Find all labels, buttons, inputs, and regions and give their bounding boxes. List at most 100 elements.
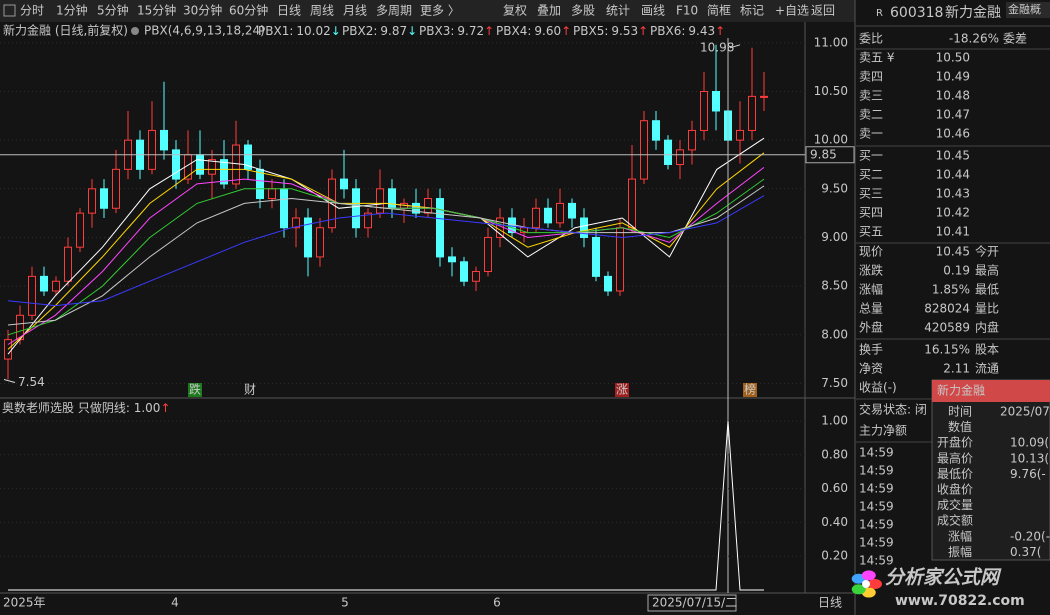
- concept-tag: 金融概: [1008, 2, 1041, 16]
- toolbar-item[interactable]: 30分钟: [183, 3, 222, 18]
- stat-label: 净资: [859, 362, 883, 376]
- legend-value: 9.60: [534, 24, 561, 38]
- pbx-line: [7, 185, 765, 326]
- popup-value: 2025/07: [1000, 405, 1050, 419]
- toolbar-item[interactable]: 60分钟: [229, 3, 268, 18]
- candle-body: [88, 188, 96, 214]
- candle-body: [220, 159, 228, 185]
- stock-name: 新力金融: [945, 5, 1001, 21]
- toolbar-item[interactable]: 简框: [707, 4, 731, 18]
- watermark-url: www.70822.com: [895, 593, 1025, 609]
- book-price: 10.50: [936, 51, 970, 65]
- event-marker-bg: [615, 383, 629, 397]
- extreme-arrow: [729, 44, 741, 49]
- candle-body: [100, 188, 108, 209]
- y-tick-label: 10.50: [814, 84, 848, 98]
- toolbar-item[interactable]: 画线: [641, 4, 665, 18]
- toolbar: [0, 0, 855, 22]
- book-label: 卖一: [859, 127, 883, 141]
- toolbar-item[interactable]: 日线: [277, 4, 301, 18]
- popup-label: 数值: [948, 419, 972, 434]
- x-tick-label: 6: [493, 596, 501, 610]
- stat-label: 现价: [859, 245, 883, 259]
- candle-body: [472, 271, 480, 282]
- y-tick-label: 0.20: [821, 549, 848, 563]
- stat-value: 2.11: [943, 362, 970, 376]
- candle-body: [604, 275, 612, 292]
- toolbar-item[interactable]: 1分钟: [56, 3, 88, 18]
- candle-body: [76, 212, 84, 248]
- candle-body: [736, 129, 744, 141]
- candle-body: [208, 159, 216, 175]
- stat-value: 420589: [924, 321, 970, 335]
- tick-time: 14:59: [859, 536, 894, 550]
- y-tick-label: 9.50: [821, 181, 848, 195]
- toolbar-item[interactable]: 返回: [811, 4, 835, 18]
- logo-petal: [868, 579, 882, 589]
- candle-body: [712, 91, 720, 112]
- toolbar-item[interactable]: 周线: [310, 4, 334, 18]
- y-tick-label: 10.00: [814, 133, 848, 147]
- y-tick-label: 0.60: [821, 481, 848, 495]
- popup-label: 收盘价: [937, 482, 973, 497]
- popup-label: 开盘价: [937, 435, 973, 450]
- candle-body: [580, 217, 588, 238]
- toolbar-item[interactable]: 多股: [571, 4, 595, 18]
- toolbar-item[interactable]: 更多 〉: [420, 4, 460, 18]
- event-marker: 财: [244, 383, 256, 397]
- event-marker-bg: [188, 383, 202, 397]
- tick-time: 14:59: [859, 518, 894, 532]
- popup-value: 0.37(: [1010, 545, 1041, 559]
- tick-time: 14:59: [859, 500, 894, 514]
- y-tick-label: 9.00: [821, 230, 848, 244]
- x-tick-label: 4: [171, 596, 179, 610]
- book-price: 10.47: [936, 108, 970, 122]
- crosshair-label: 9.85: [810, 147, 837, 161]
- x-tick-label: 日线: [818, 596, 842, 610]
- candle-body: [448, 256, 456, 263]
- legend-arrow: ↑: [484, 24, 494, 38]
- x-tick-label: 2025年: [3, 596, 46, 610]
- legend-value: 9.87: [380, 24, 407, 38]
- candle-body: [628, 178, 636, 229]
- stat-label: 量比: [975, 302, 999, 316]
- popup-header: [932, 380, 1050, 402]
- toolbar-item[interactable]: 统计: [606, 4, 630, 18]
- candle-body: [268, 188, 276, 200]
- candle-body: [388, 188, 396, 209]
- lower-arrow: ↑: [160, 401, 170, 415]
- toolbar-item[interactable]: 叠加: [537, 4, 561, 18]
- toolbar-item[interactable]: 复权: [503, 4, 527, 18]
- popup-value: -0.20(-: [1010, 529, 1050, 543]
- toolbar-item[interactable]: F10: [676, 4, 698, 18]
- candle-body: [676, 149, 684, 165]
- legend-entry: PBX2: 9.87↓: [342, 24, 417, 38]
- candle-body: [544, 207, 552, 224]
- candle-body: [160, 129, 168, 151]
- toolbar-item[interactable]: 标记: [740, 4, 764, 18]
- candle-body: [436, 198, 444, 258]
- badge: R: [876, 8, 883, 19]
- extreme-label: 7.54: [18, 375, 45, 389]
- book-price: 10.49: [936, 70, 970, 84]
- y-tick-label: 0.40: [821, 515, 848, 529]
- candle-body: [652, 120, 660, 141]
- event-marker: 跌: [189, 382, 201, 397]
- toolbar-item[interactable]: 多周期: [376, 4, 412, 18]
- signal-line: [8, 420, 764, 591]
- popup-label: 成交额: [937, 513, 973, 528]
- lower-value: 1.00: [134, 401, 161, 415]
- tick-time: 14:59: [859, 446, 894, 460]
- toolbar-item[interactable]: 15分钟: [137, 3, 176, 18]
- toolbar-item[interactable]: 月线: [343, 4, 367, 18]
- popup-bg: [931, 379, 1050, 561]
- extreme-label: 10.98: [700, 40, 734, 54]
- event-marker-bg: [743, 383, 757, 397]
- popup-label: 涨幅: [948, 528, 972, 543]
- toolbar-item[interactable]: +自选: [775, 4, 809, 18]
- toolbar-item[interactable]: 分时: [20, 4, 44, 18]
- stat-value: 10.45: [936, 245, 970, 259]
- toolbar-item[interactable]: 5分钟: [97, 3, 129, 18]
- book-price: 10.45: [936, 149, 970, 163]
- candle-body: [460, 261, 468, 282]
